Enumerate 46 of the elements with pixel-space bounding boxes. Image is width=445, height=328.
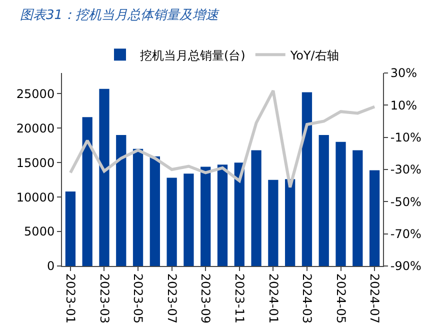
bar — [99, 88, 110, 266]
y2-tick-label: -70% — [390, 227, 422, 242]
bar — [217, 164, 228, 266]
y2-tick-label: -90% — [390, 259, 422, 274]
y-tick-label: 15000 — [16, 156, 55, 170]
bar — [352, 150, 363, 266]
y2-tick-label: 10% — [390, 98, 418, 112]
bar — [150, 156, 160, 266]
bar — [268, 180, 278, 266]
bar — [369, 170, 380, 266]
bar — [200, 166, 211, 266]
x-tick-label: 2023-05 — [131, 273, 146, 324]
y-tick-label: 25000 — [16, 86, 55, 101]
bar — [166, 178, 177, 266]
bar — [132, 148, 144, 266]
x-tick-label: 2024-05 — [334, 273, 348, 324]
y2-tick-label: -30% — [390, 162, 422, 177]
x-tick-label: 2024-03 — [300, 273, 314, 324]
bar — [251, 150, 262, 266]
bar — [285, 179, 296, 266]
legend-label: 挖机当月总销量(台) — [140, 48, 246, 62]
line-series — [68, 89, 376, 189]
y2-tick-label: -10% — [390, 130, 422, 145]
bar — [65, 192, 76, 266]
bar — [116, 135, 126, 266]
legend-label: YoY/右轴 — [289, 48, 339, 62]
bar — [184, 174, 194, 266]
y-tick-label: 20000 — [16, 121, 55, 136]
x-tick-label: 2024-07 — [368, 273, 382, 324]
y-tick-label: 5000 — [24, 224, 55, 239]
chart-title: 图表31：挖机当月总体销量及增速 — [20, 6, 435, 30]
bar — [234, 162, 244, 266]
bar — [318, 135, 329, 266]
x-tick-label: 2023-01 — [64, 273, 78, 324]
x-tick-label: 2024-01 — [266, 273, 280, 324]
bar — [302, 92, 312, 266]
x-tick-label: 2023-07 — [164, 273, 179, 324]
x-tick-label: 2023-03 — [97, 273, 112, 324]
x-tick-label: 2023-09 — [198, 273, 213, 324]
y-tick-label: 10000 — [16, 190, 55, 204]
x-tick-label: 2023-11 — [232, 273, 246, 324]
bar — [336, 142, 346, 266]
bar — [82, 117, 92, 266]
y2-tick-label: 30% — [390, 66, 418, 80]
y2-tick-label: -50% — [390, 194, 422, 209]
y-tick-label: 0 — [46, 259, 55, 274]
